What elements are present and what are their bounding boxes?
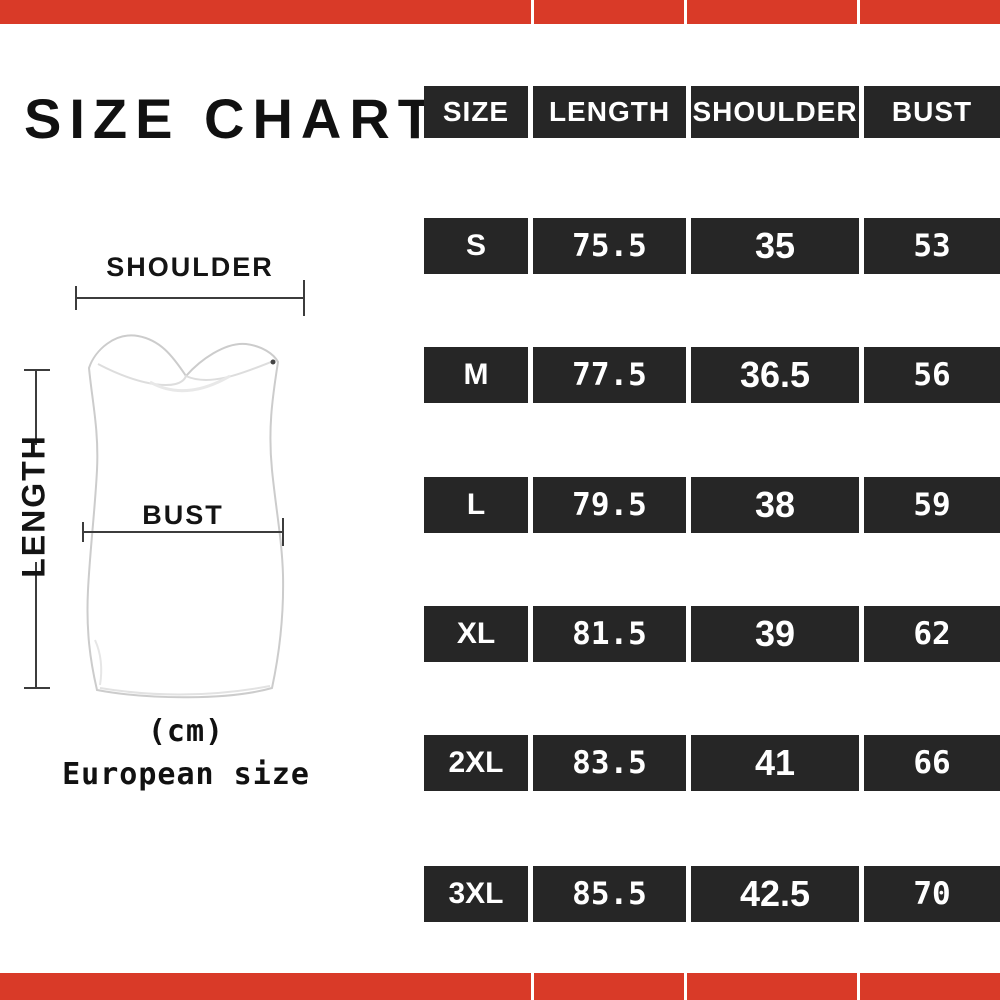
cell-length: 77.5 [533,347,686,403]
cell-size: XL [424,606,528,662]
bust-label: BUST [142,500,224,530]
cell-shoulder: 41 [691,735,859,791]
bottom-bar [0,973,1000,1000]
table-row: M 77.5 36.5 56 [424,347,1000,403]
cell-length: 75.5 [533,218,686,274]
shoulder-measure-line [75,280,305,316]
length-label: LENGTH [15,434,51,578]
cell-length: 83.5 [533,735,686,791]
cell-shoulder: 36.5 [691,347,859,403]
header-size: SIZE [424,86,528,138]
cell-size: 2XL [424,735,528,791]
table-row: 3XL 85.5 42.5 70 [424,866,1000,922]
cell-shoulder: 38 [691,477,859,533]
cell-bust: 62 [864,606,1000,662]
cell-bust: 66 [864,735,1000,791]
cell-bust: 53 [864,218,1000,274]
bar-divider [684,973,687,1000]
garment-diagram: SHOULDER LENGTH BUST [15,252,305,699]
shoulder-label: SHOULDER [106,252,274,282]
length-measure-line [24,369,50,689]
cell-bust: 70 [864,866,1000,922]
unit-note: (cm) [147,714,225,749]
header-bust: BUST [864,86,1000,138]
size-note: European size [62,757,310,792]
table-header-row: SIZE LENGTH SHOULDER BUST [424,86,1000,138]
cell-length: 79.5 [533,477,686,533]
bar-divider [531,973,534,1000]
cell-bust: 59 [864,477,1000,533]
cell-shoulder: 35 [691,218,859,274]
cell-length: 81.5 [533,606,686,662]
cell-size: 3XL [424,866,528,922]
bar-divider [684,0,687,24]
cell-size: L [424,477,528,533]
cell-shoulder: 42.5 [691,866,859,922]
cell-length: 85.5 [533,866,686,922]
bar-divider [531,0,534,24]
top-bar [0,0,1000,24]
bar-divider [857,973,860,1000]
cell-size: S [424,218,528,274]
header-shoulder: SHOULDER [691,86,859,138]
table-row: XL 81.5 39 62 [424,606,1000,662]
cell-shoulder: 39 [691,606,859,662]
cell-size: M [424,347,528,403]
hood-drawcord-dot [270,359,276,365]
page-title: SIZE CHART [24,87,440,150]
tank-top-illustration [86,334,285,699]
cell-bust: 56 [864,347,1000,403]
table-row: L 79.5 38 59 [424,477,1000,533]
bar-divider [857,0,860,24]
table-row: 2XL 83.5 41 66 [424,735,1000,791]
bust-measure-line [82,518,284,546]
header-length: LENGTH [533,86,686,138]
table-row: S 75.5 35 53 [424,218,1000,274]
